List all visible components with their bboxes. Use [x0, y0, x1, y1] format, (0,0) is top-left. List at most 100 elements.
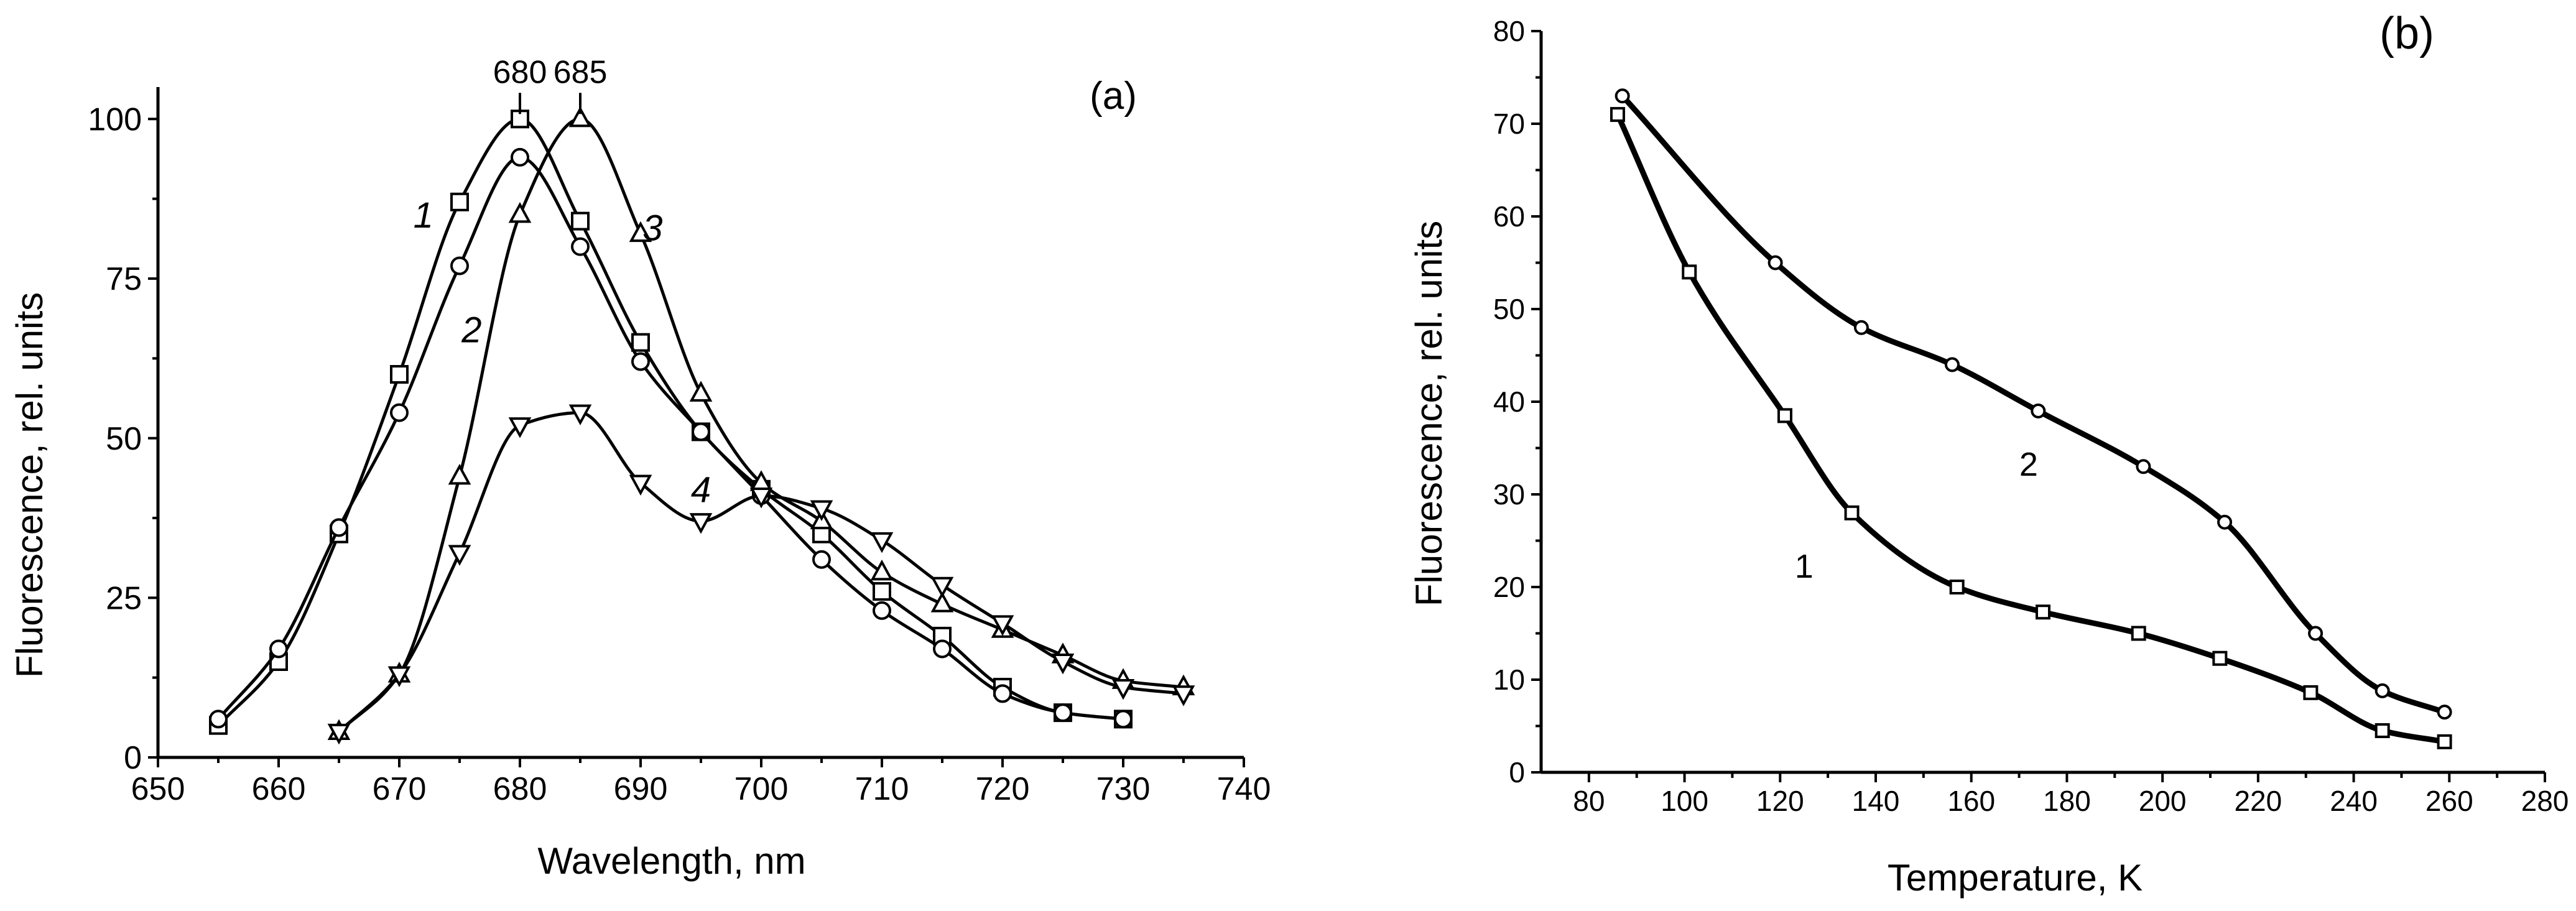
- x-tick-label: 710: [855, 771, 909, 807]
- y-tick-label: 10: [1493, 664, 1525, 696]
- series-2-point: [1768, 255, 1783, 271]
- series-2-point: [631, 352, 650, 371]
- series-4-point: [689, 513, 713, 534]
- series-2-point: [511, 147, 529, 167]
- x-tick-label: 670: [373, 771, 427, 807]
- series-4-point: [991, 615, 1014, 636]
- series-2-point: [2374, 683, 2390, 698]
- series-2-point: [330, 518, 348, 537]
- series-1-point: [1949, 580, 1965, 594]
- series-2-point: [269, 639, 288, 659]
- series-4-point: [448, 545, 471, 566]
- series-4-point: [568, 404, 592, 426]
- series-2-point: [571, 237, 590, 256]
- x-tick-label: 740: [1217, 771, 1271, 807]
- series-2-point: [1114, 710, 1133, 729]
- series-3-point: [629, 221, 652, 243]
- series-2-point: [933, 639, 952, 659]
- y-tick-label: 50: [106, 421, 142, 457]
- series-2-label: 2: [461, 310, 481, 351]
- series-2-point: [1853, 320, 1869, 335]
- series-3-point: [930, 591, 954, 613]
- series-4-point: [1051, 653, 1075, 675]
- series-1-label: 1: [1795, 548, 1814, 585]
- series-1-point: [2036, 604, 2050, 620]
- series-4-point: [387, 666, 411, 687]
- series-4-point: [1111, 679, 1135, 700]
- series-3-point: [568, 106, 592, 127]
- x-tick-label: 80: [1573, 785, 1605, 817]
- series-3-point: [448, 463, 471, 485]
- series-2-line: [216, 155, 1125, 721]
- x-tick-label: 240: [2330, 785, 2378, 817]
- series-1-point: [2437, 734, 2452, 749]
- series-2-line: [1619, 93, 2448, 715]
- series-2-point: [873, 601, 891, 620]
- series-4-line: [337, 411, 1185, 734]
- series-1-point: [450, 192, 469, 211]
- y-tick-label: 0: [124, 740, 142, 776]
- panel-a-title: (a): [1090, 75, 1137, 118]
- x-tick-label: 720: [976, 771, 1030, 807]
- peak-label: 685: [554, 54, 608, 90]
- series-2-point: [1054, 703, 1072, 723]
- series-2-point: [209, 710, 228, 729]
- panel-b-title: (b): [2379, 9, 2434, 58]
- x-tick-label: 680: [493, 771, 547, 807]
- series-2-point: [1944, 357, 1960, 372]
- series-3-point: [508, 201, 532, 223]
- series-4-point: [629, 474, 652, 496]
- series-2-point: [692, 422, 710, 442]
- x-tick-label: 260: [2425, 785, 2473, 817]
- x-tick-label: 660: [252, 771, 306, 807]
- series-4-point: [508, 417, 532, 438]
- series-1-point: [2131, 626, 2146, 641]
- x-tick-label: 650: [131, 771, 185, 807]
- y-tick-label: 80: [1493, 15, 1525, 47]
- series-1-line: [1615, 111, 2448, 745]
- y-tick-label: 70: [1493, 108, 1525, 140]
- series-4-point: [749, 488, 773, 509]
- series-2-point: [812, 550, 831, 569]
- x-tick-label: 140: [1852, 785, 1900, 817]
- series-1-point: [1610, 107, 1625, 123]
- y-tick-label: 0: [1509, 756, 1525, 788]
- x-tick-label: 690: [614, 771, 668, 807]
- y-tick-label: 100: [88, 102, 142, 138]
- peak-label: 680: [493, 54, 547, 90]
- series-4-point: [327, 723, 351, 745]
- panel-b-ylabel: Fluorescence, rel. units: [1408, 221, 1450, 606]
- x-tick-label: 160: [1947, 785, 1995, 817]
- y-tick-label: 60: [1493, 200, 1525, 233]
- series-2-label: 2: [2019, 446, 2038, 483]
- series-2-point: [2437, 705, 2452, 720]
- series-1-point: [571, 211, 590, 231]
- series-1-point: [1844, 505, 1860, 520]
- series-4-point: [1172, 685, 1195, 706]
- series-1-point: [1777, 408, 1792, 423]
- series-4-label: 4: [691, 469, 711, 510]
- series-1-point: [2374, 723, 2390, 738]
- panel-a-ylabel: Fluorescence, rel. units: [9, 292, 50, 678]
- y-tick-label: 20: [1493, 571, 1525, 603]
- series-2-point: [390, 403, 409, 422]
- series-4-point: [870, 532, 894, 553]
- x-tick-label: 100: [1661, 785, 1708, 817]
- series-2-point: [2308, 626, 2323, 641]
- series-2-point: [2136, 459, 2151, 474]
- x-tick-label: 220: [2234, 785, 2282, 817]
- series-2-point: [450, 256, 469, 275]
- series-2-point: [2031, 403, 2046, 419]
- series-4-point: [930, 576, 954, 598]
- series-1-point: [390, 365, 409, 384]
- series-3-point: [689, 381, 713, 402]
- panel-a-xlabel: Wavelength, nm: [537, 840, 805, 882]
- series-2-point: [993, 684, 1012, 703]
- series-1-point: [2212, 650, 2228, 666]
- y-tick-label: 50: [1493, 293, 1525, 325]
- series-2-point: [1615, 88, 1630, 104]
- panel-a-chart: (a) Wavelength, nm Fluorescence, rel. un…: [9, 54, 1271, 882]
- x-tick-label: 280: [2521, 785, 2569, 817]
- series-2-point: [2217, 514, 2233, 530]
